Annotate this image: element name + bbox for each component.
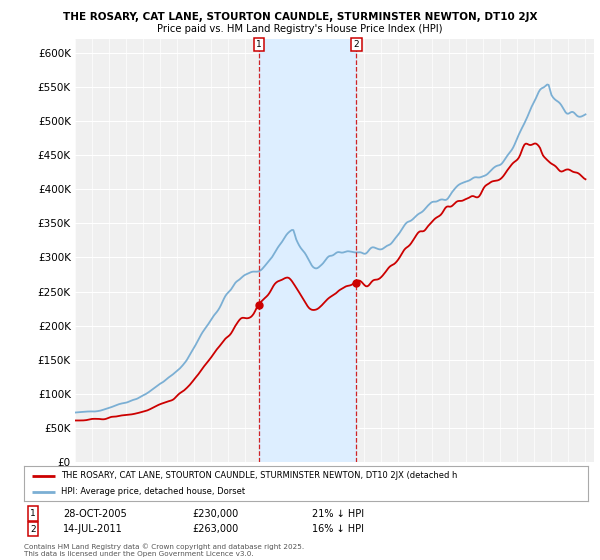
- Text: 1: 1: [30, 509, 36, 518]
- Text: HPI: Average price, detached house, Dorset: HPI: Average price, detached house, Dors…: [61, 487, 245, 496]
- Text: 21% ↓ HPI: 21% ↓ HPI: [312, 508, 364, 519]
- Text: 14-JUL-2011: 14-JUL-2011: [63, 524, 123, 534]
- Text: Contains HM Land Registry data © Crown copyright and database right 2025.
This d: Contains HM Land Registry data © Crown c…: [24, 544, 304, 557]
- Text: 2: 2: [353, 40, 359, 49]
- Text: 1: 1: [256, 40, 262, 49]
- Text: Price paid vs. HM Land Registry's House Price Index (HPI): Price paid vs. HM Land Registry's House …: [157, 24, 443, 34]
- Text: 2: 2: [30, 525, 36, 534]
- Bar: [259, 39, 356, 462]
- Text: 28-OCT-2005: 28-OCT-2005: [63, 508, 127, 519]
- Text: THE ROSARY, CAT LANE, STOURTON CAUNDLE, STURMINSTER NEWTON, DT10 2JX (detached h: THE ROSARY, CAT LANE, STOURTON CAUNDLE, …: [61, 472, 457, 480]
- Text: £263,000: £263,000: [192, 524, 238, 534]
- Text: 16% ↓ HPI: 16% ↓ HPI: [312, 524, 364, 534]
- Text: £230,000: £230,000: [192, 508, 238, 519]
- Text: THE ROSARY, CAT LANE, STOURTON CAUNDLE, STURMINSTER NEWTON, DT10 2JX: THE ROSARY, CAT LANE, STOURTON CAUNDLE, …: [63, 12, 537, 22]
